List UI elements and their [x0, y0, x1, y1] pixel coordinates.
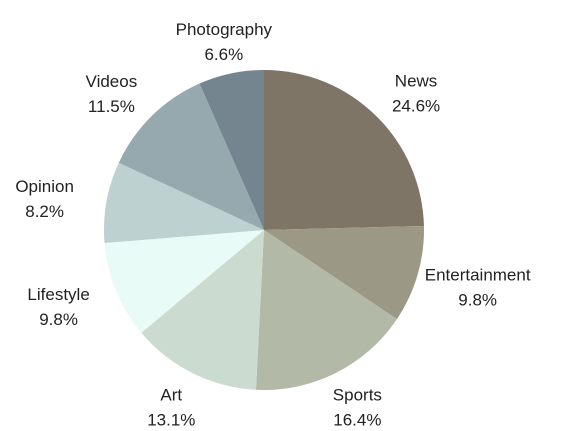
slice-opinion: [104, 162, 265, 244]
slice-value-opinion: 8.2%: [25, 202, 64, 221]
slice-value-sports: 16.4%: [333, 410, 381, 429]
pie-slices: [104, 70, 424, 390]
slice-sports: [255, 230, 397, 390]
slice-photography: [199, 70, 264, 230]
slice-label-photography: Photography: [176, 20, 273, 39]
slice-news: [264, 70, 424, 230]
slice-value-lifestyle: 9.8%: [39, 310, 78, 329]
slice-value-photography: 6.6%: [204, 45, 243, 64]
slice-label-news: News: [395, 71, 438, 90]
slice-label-sports: Sports: [333, 385, 382, 404]
slice-value-entertainment: 9.8%: [458, 290, 497, 309]
slice-label-art: Art: [160, 386, 182, 405]
slice-value-art: 13.1%: [147, 411, 195, 430]
slice-art: [141, 230, 264, 390]
slice-value-videos: 11.5%: [88, 97, 135, 116]
slice-videos: [118, 83, 264, 231]
slice-value-news: 24.6%: [392, 96, 440, 115]
slice-entertainment: [264, 225, 424, 320]
slice-label-lifestyle: Lifestyle: [27, 285, 89, 304]
slice-label-videos: Videos: [86, 72, 138, 91]
slice-lifestyle: [104, 230, 265, 333]
pie-labels: News 24.6% Entertainment 9.8% Sports 16.4% Art…: [15, 20, 531, 429]
slice-label-entertainment: Entertainment: [425, 265, 531, 284]
slice-label-opinion: Opinion: [15, 177, 74, 196]
